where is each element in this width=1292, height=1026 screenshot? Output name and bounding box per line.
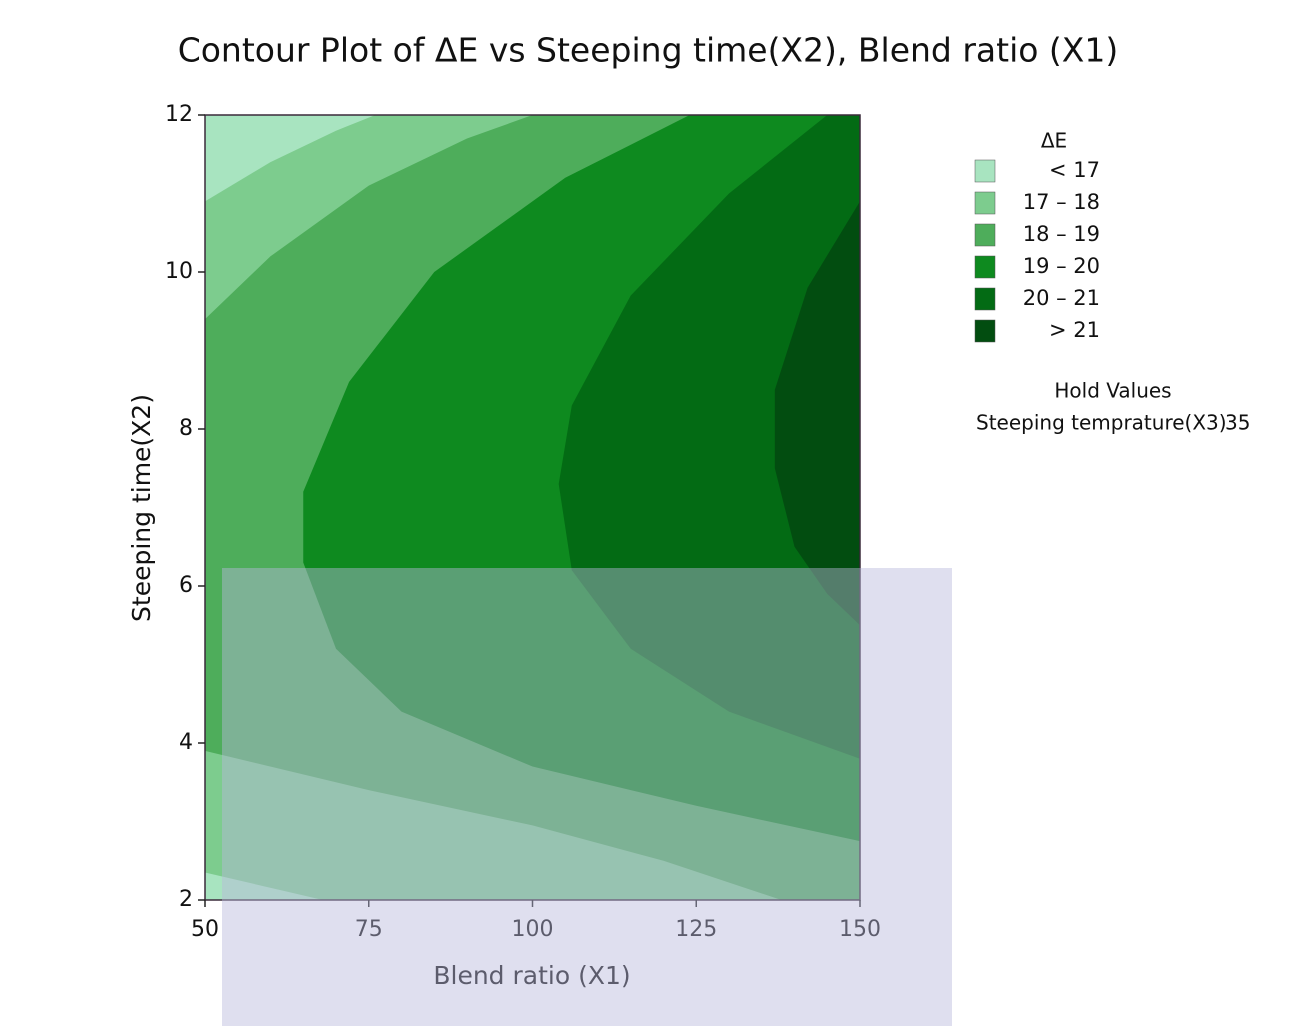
legend-swatch bbox=[975, 288, 995, 310]
hold-title: Hold Values bbox=[1054, 379, 1171, 403]
y-tick-label: 2 bbox=[179, 887, 193, 912]
chart-title: Contour Plot of ΔE vs Steeping time(X2),… bbox=[178, 31, 1119, 70]
y-tick-label: 6 bbox=[179, 573, 193, 598]
y-tick-label: 8 bbox=[179, 416, 193, 441]
legend-label: 20 – 21 bbox=[1023, 286, 1100, 310]
legend-swatch bbox=[975, 192, 995, 214]
chart: Contour Plot of ΔE vs Steeping time(X2),… bbox=[0, 0, 1292, 1026]
y-tick-label: 4 bbox=[179, 730, 193, 755]
legend-swatch bbox=[975, 160, 995, 182]
legend-label: 19 – 20 bbox=[1023, 254, 1100, 278]
legend-swatch bbox=[975, 320, 995, 342]
legend-title: ΔE bbox=[1041, 129, 1067, 153]
hold-name: Steeping temprature(X3) bbox=[976, 411, 1227, 435]
x-tick-label: 50 bbox=[191, 917, 219, 942]
y-tick-label: 12 bbox=[165, 102, 193, 127]
legend-label: > 21 bbox=[1049, 318, 1100, 342]
watermark bbox=[222, 568, 952, 1026]
legend-label: 18 – 19 bbox=[1023, 222, 1100, 246]
y-tick-label: 10 bbox=[165, 259, 193, 284]
y-axis-label: Steeping time(X2) bbox=[127, 394, 156, 622]
legend-label: 17 – 18 bbox=[1023, 190, 1100, 214]
hold-value: 35 bbox=[1225, 411, 1250, 435]
legend-swatch bbox=[975, 224, 995, 246]
legend-label: < 17 bbox=[1049, 158, 1100, 182]
legend-swatch bbox=[975, 256, 995, 278]
